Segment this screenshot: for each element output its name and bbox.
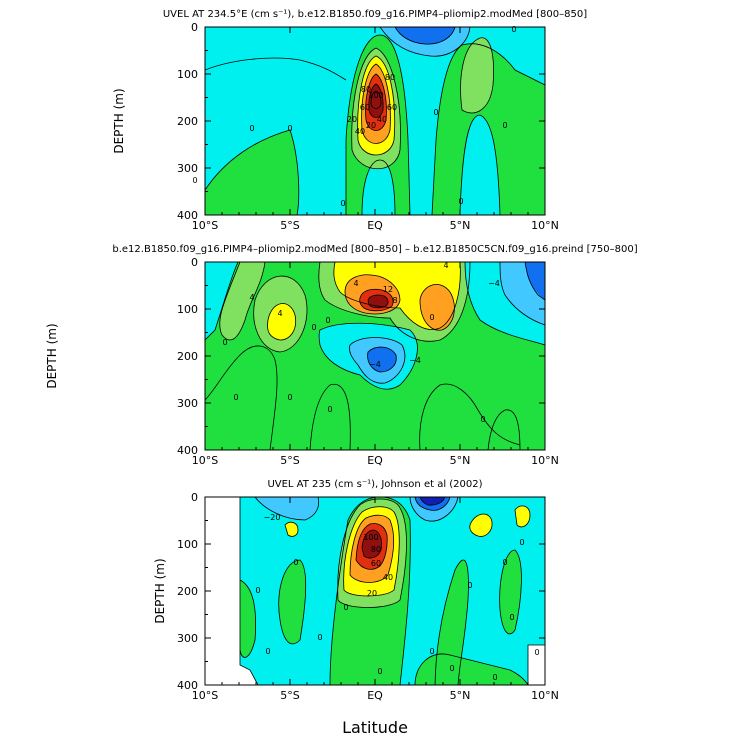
panel-2: b.e12.B1850.f09_g16.PIMP4–pliomip2.modMe…: [45, 244, 638, 467]
y-tick-label: 300: [177, 632, 198, 645]
contour-label: 20: [367, 589, 377, 598]
y-tick-label: 100: [177, 303, 198, 316]
contour-label: 0: [287, 393, 292, 402]
contour-label: 0: [458, 197, 463, 206]
contour-label: 0: [233, 393, 238, 402]
panel-3: UVEL AT 235 (cm s⁻¹), Johnson et al (200…: [153, 479, 559, 702]
contour-label: 100: [368, 91, 383, 100]
y-tick-label: 0: [191, 491, 198, 504]
contour-label: 80: [361, 85, 371, 94]
x-tick-label: EQ: [367, 689, 383, 702]
contour-label: 0: [467, 581, 472, 590]
contour-label: 40: [355, 127, 365, 136]
contour-label: 0: [502, 558, 507, 567]
panel-3-ylabel: DEPTH (m): [153, 558, 167, 623]
contour-label: 0: [343, 603, 348, 612]
y-tick-label: 100: [177, 68, 198, 81]
contour-label: 0: [433, 108, 438, 117]
contour-label: 0: [327, 405, 332, 414]
y-tick-label: 400: [177, 209, 198, 222]
contour-label: 0: [340, 199, 345, 208]
contour-label: 0: [449, 664, 454, 673]
contour-label: 0: [429, 647, 434, 656]
y-tick-label: 200: [177, 585, 198, 598]
contour-label: 4: [443, 261, 448, 270]
panel-1-contour-field: [205, 27, 545, 215]
contour-label: 40: [383, 573, 393, 582]
contour-label: 0: [287, 124, 292, 133]
y-tick-label: 300: [177, 397, 198, 410]
panel-2-ylabel: DEPTH (m): [45, 323, 59, 388]
x-tick-label: 10°S: [192, 454, 218, 467]
y-tick-label: 200: [177, 115, 198, 128]
x-tick-label: EQ: [367, 219, 383, 232]
contour-label: 60: [360, 103, 370, 112]
panel-1: UVEL AT 234.5°E (cm s⁻¹), b.e12.B1850.f0…: [112, 9, 587, 232]
contour-label: 100: [363, 533, 378, 542]
contour-label: 20: [347, 115, 357, 124]
contour-label: 4: [249, 293, 254, 302]
contour-label: 0: [492, 673, 497, 682]
x-tick-label: 10°N: [531, 219, 559, 232]
x-tick-label: 5°N: [450, 454, 471, 467]
y-tick-label: 200: [177, 350, 198, 363]
contour-label: 60: [371, 559, 381, 568]
contour-label: −4: [488, 279, 500, 288]
contour-label: −20: [264, 513, 281, 522]
x-tick-label: 5°N: [450, 689, 471, 702]
y-tick-label: 300: [177, 162, 198, 175]
contour-label: 80: [371, 545, 381, 554]
panel-3-contour-field: [205, 497, 545, 685]
y-tick-label: 0: [191, 21, 198, 34]
contour-label: 0: [265, 647, 270, 656]
contour-label: 0: [317, 633, 322, 642]
panel-1-ylabel: DEPTH (m): [112, 88, 126, 153]
x-tick-label: 10°N: [531, 454, 559, 467]
contour-label: 80: [385, 73, 395, 82]
x-tick-label: 5°S: [280, 454, 299, 467]
x-axis-label: Latitude: [342, 718, 408, 737]
panel-1-title: UVEL AT 234.5°E (cm s⁻¹), b.e12.B1850.f0…: [163, 9, 587, 20]
y-tick-label: 400: [177, 679, 198, 692]
contour-label: 60: [387, 103, 397, 112]
contour-label: 20: [366, 121, 376, 130]
contour-label: 0: [325, 316, 330, 325]
x-tick-label: 10°S: [192, 689, 218, 702]
x-tick-label: 5°S: [280, 219, 299, 232]
contour-label: 8: [392, 296, 397, 305]
contour-label: 0: [534, 648, 539, 657]
contour-label: 0: [519, 538, 524, 547]
contour-label: 0: [509, 613, 514, 622]
contour-label: 12: [383, 285, 393, 294]
panel-3-title: UVEL AT 235 (cm s⁻¹), Johnson et al (200…: [267, 479, 482, 490]
contour-label: 0: [480, 415, 485, 424]
contour-label: 0: [429, 313, 434, 322]
contour-label: 0: [511, 25, 516, 34]
x-tick-label: 5°S: [280, 689, 299, 702]
contour-label: 0: [502, 121, 507, 130]
contour-label: −4: [409, 356, 421, 365]
contour-label: 40: [377, 115, 387, 124]
x-tick-label: 10°S: [192, 219, 218, 232]
contour-label: −4: [369, 360, 381, 369]
x-tick-label: EQ: [367, 454, 383, 467]
contour-label: 0: [222, 338, 227, 347]
panel-2-title: b.e12.B1850.f09_g16.PIMP4–pliomip2.modMe…: [112, 244, 637, 255]
contour-label: 4: [277, 309, 282, 318]
contour-label: 0: [255, 586, 260, 595]
contour-label: 0: [311, 323, 316, 332]
y-tick-label: 400: [177, 444, 198, 457]
panel-2-contour-field: [205, 262, 545, 450]
x-tick-label: 10°N: [531, 689, 559, 702]
contour-label: 0: [377, 667, 382, 676]
contour-label: 0: [192, 176, 197, 185]
x-tick-label: 5°N: [450, 219, 471, 232]
y-tick-label: 0: [191, 256, 198, 269]
contour-label: 0: [249, 124, 254, 133]
y-tick-label: 100: [177, 538, 198, 551]
contour-label: 4: [353, 279, 358, 288]
contour-label: 0: [293, 558, 298, 567]
